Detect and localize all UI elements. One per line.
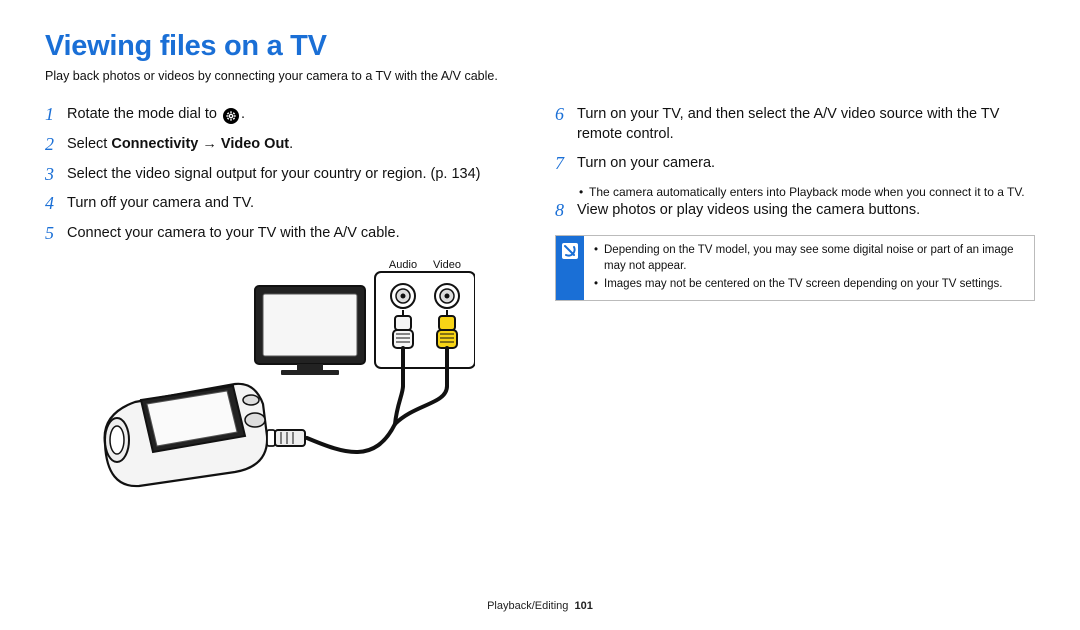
step-text: Select Connectivity → Video Out. [67,135,525,155]
bullet: The camera automatically enters into Pla… [579,184,1035,201]
step-number: 5 [45,224,67,244]
step-number: 2 [45,135,67,155]
step-text: Rotate the mode dial to . [67,105,525,125]
step-text: Connect your camera to your TV with the … [67,224,525,244]
note-bullet: Depending on the TV model, you may see s… [594,242,1024,274]
step-text: Turn on your camera. [577,154,1035,174]
step: 3Select the video signal output for your… [45,165,525,185]
step-number: 8 [555,201,577,221]
step: 7Turn on your camera. [555,154,1035,174]
page-footer: Playback/Editing 101 [0,600,1080,612]
page-title: Viewing files on a TV [45,30,1035,63]
step-text: Turn off your camera and TV. [67,194,525,214]
footer-page-number: 101 [575,600,593,612]
step-number: 3 [45,165,67,185]
gear-icon [223,108,239,124]
content-columns: 1Rotate the mode dial to .2Select Connec… [45,105,1035,499]
step-number: 7 [555,154,577,174]
note-box: Depending on the TV model, you may see s… [555,235,1035,301]
page-subtitle: Play back photos or videos by connecting… [45,69,1035,83]
step: 8View photos or play videos using the ca… [555,201,1035,221]
step-number: 6 [555,105,577,125]
svg-text:Audio: Audio [389,259,417,271]
step: 5Connect your camera to your TV with the… [45,224,525,244]
right-column: 6Turn on your TV, and then select the A/… [555,105,1035,499]
step: 2Select Connectivity → Video Out. [45,135,525,155]
connection-diagram: Audio Video [75,254,525,499]
note-content: Depending on the TV model, you may see s… [584,236,1034,300]
step-text: View photos or play videos using the cam… [577,201,1035,221]
step-number: 1 [45,105,67,125]
note-icon [556,236,584,300]
step-number: 4 [45,194,67,214]
step: 6Turn on your TV, and then select the A/… [555,105,1035,144]
step: 4Turn off your camera and TV. [45,194,525,214]
step-text: Turn on your TV, and then select the A/V… [577,105,1035,144]
step: 1Rotate the mode dial to . [45,105,525,125]
step-text: Select the video signal output for your … [67,165,525,185]
step-sub-bullets: The camera automatically enters into Pla… [579,184,1035,201]
note-bullet: Images may not be centered on the TV scr… [594,276,1024,292]
footer-section: Playback/Editing [487,600,568,612]
left-column: 1Rotate the mode dial to .2Select Connec… [45,105,525,499]
svg-text:Video: Video [433,259,461,271]
